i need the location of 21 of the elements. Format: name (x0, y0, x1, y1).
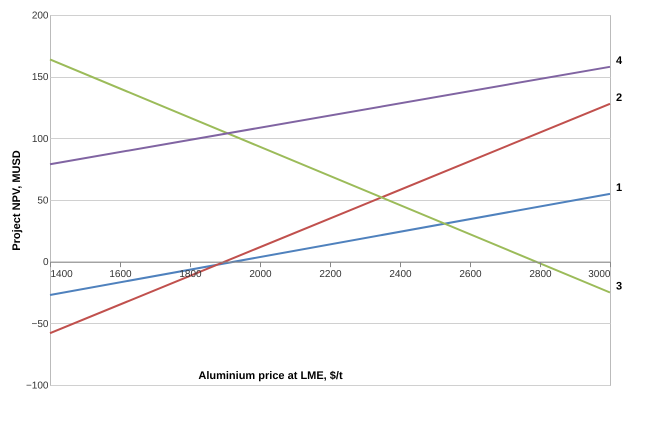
x-tick-label: 1400 (50, 269, 74, 280)
y-tick-label: −100 (26, 380, 49, 392)
x-tick-label: 2200 (319, 269, 342, 280)
series-label: 2 (616, 92, 622, 104)
x-tick-label: 1600 (109, 269, 132, 280)
y-tick-label: 150 (32, 72, 49, 84)
x-tick-label: 2000 (249, 269, 272, 280)
y-tick-label: −50 (32, 318, 49, 330)
series-label: 1 (616, 182, 622, 194)
y-tick-label: 0 (42, 257, 49, 268)
x-tick-label: 2600 (459, 269, 482, 280)
x-tick-label: 3000 (588, 269, 611, 280)
series-label: 3 (616, 280, 622, 292)
y-tick-label: 200 (32, 10, 49, 22)
y-axis-title: Project NPV, MUSD (10, 150, 23, 251)
y-tick-label: 100 (32, 134, 49, 145)
series-label: 4 (616, 54, 623, 67)
x-tick-label: 2400 (389, 269, 412, 280)
y-tick-label: 50 (37, 196, 49, 206)
x-tick-label: 2800 (529, 269, 552, 280)
x-axis-title: Aluminium price at LME, $/t (198, 370, 343, 382)
